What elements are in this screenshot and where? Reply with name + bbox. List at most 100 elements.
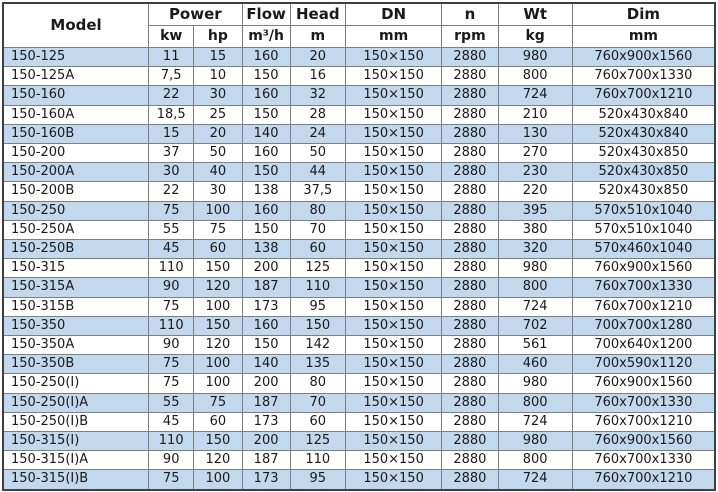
col-header-flow: Flow bbox=[241, 2, 291, 26]
cell-dim: 760x700x1330 bbox=[571, 277, 716, 298]
cell-dim: 760x700x1210 bbox=[571, 469, 716, 491]
cell-head: 32 bbox=[289, 85, 346, 106]
cell-model: 150-250A bbox=[2, 219, 150, 241]
cell-model: 150-250B bbox=[2, 239, 150, 260]
cell-dn: 150×150 bbox=[344, 354, 443, 375]
cell-kw: 55 bbox=[148, 392, 195, 413]
cell-dn: 150×150 bbox=[344, 411, 443, 433]
cell-rpm: 2880 bbox=[441, 219, 499, 241]
cell-dim: 520x430x850 bbox=[571, 162, 716, 183]
cell-kw: 90 bbox=[148, 450, 195, 471]
cell-rpm: 2880 bbox=[441, 296, 499, 317]
cell-kw: 110 bbox=[148, 258, 195, 279]
cell-rpm: 2880 bbox=[441, 450, 499, 471]
cell-dim: 760x700x1210 bbox=[571, 296, 716, 317]
cell-wt: 724 bbox=[497, 85, 573, 106]
cell-wt: 702 bbox=[497, 315, 573, 337]
cell-model: 150-315(I)A bbox=[2, 450, 150, 471]
cell-flow: 173 bbox=[241, 296, 291, 317]
cell-model: 150-350A bbox=[2, 335, 150, 356]
unit-head: m bbox=[289, 25, 346, 48]
table-row: 150-125 11 15 160 20 150×150 2880 980 760x900x15… bbox=[2, 46, 716, 68]
cell-flow: 150 bbox=[241, 162, 291, 183]
cell-model: 150-315B bbox=[2, 296, 150, 317]
cell-flow: 200 bbox=[241, 258, 291, 279]
cell-wt: 800 bbox=[497, 450, 573, 471]
cell-dim: 700x640x1200 bbox=[571, 335, 716, 356]
cell-dn: 150×150 bbox=[344, 431, 443, 452]
cell-dn: 150×150 bbox=[344, 104, 443, 125]
cell-wt: 380 bbox=[497, 219, 573, 241]
cell-dn: 150×150 bbox=[344, 392, 443, 413]
cell-hp: 150 bbox=[193, 431, 243, 452]
cell-wt: 561 bbox=[497, 335, 573, 356]
cell-model: 150-315(I) bbox=[2, 431, 150, 452]
cell-wt: 460 bbox=[497, 354, 573, 375]
cell-dn: 150×150 bbox=[344, 239, 443, 260]
cell-model: 150-200B bbox=[2, 181, 150, 202]
table-row: 150-200B 22 30 138 37,5 150×150 2880 220 520x430… bbox=[2, 181, 716, 202]
col-header-power: Power bbox=[148, 2, 243, 26]
table-row: 150-125A 7,5 10 150 16 150×150 2880 800 760x700x… bbox=[2, 66, 716, 87]
unit-kw: kw bbox=[148, 25, 195, 48]
cell-rpm: 2880 bbox=[441, 123, 499, 145]
cell-dim: 760x900x1560 bbox=[571, 258, 716, 279]
cell-flow: 187 bbox=[241, 450, 291, 471]
cell-head: 142 bbox=[289, 335, 346, 356]
cell-rpm: 2880 bbox=[441, 335, 499, 356]
table-row: 150-160 22 30 160 32 150×150 2880 724 760x700x12… bbox=[2, 85, 716, 106]
cell-hp: 60 bbox=[193, 239, 243, 260]
unit-flow: m³/h bbox=[241, 25, 291, 48]
cell-model: 150-160B bbox=[2, 123, 150, 145]
cell-kw: 110 bbox=[148, 431, 195, 452]
cell-flow: 140 bbox=[241, 123, 291, 145]
cell-flow: 150 bbox=[241, 66, 291, 87]
cell-model: 150-315(I)B bbox=[2, 469, 150, 491]
cell-hp: 150 bbox=[193, 315, 243, 337]
cell-kw: 22 bbox=[148, 181, 195, 202]
cell-model: 150-160 bbox=[2, 85, 150, 106]
cell-hp: 10 bbox=[193, 66, 243, 87]
cell-head: 16 bbox=[289, 66, 346, 87]
cell-head: 95 bbox=[289, 296, 346, 317]
table-row: 150-250B 45 60 138 60 150×150 2880 320 570x460x1… bbox=[2, 239, 716, 260]
cell-dn: 150×150 bbox=[344, 450, 443, 471]
col-header-dn: DN bbox=[344, 2, 443, 26]
cell-flow: 160 bbox=[241, 143, 291, 164]
cell-rpm: 2880 bbox=[441, 258, 499, 279]
cell-dn: 150×150 bbox=[344, 315, 443, 337]
cell-kw: 11 bbox=[148, 46, 195, 68]
cell-head: 95 bbox=[289, 469, 346, 491]
cell-flow: 173 bbox=[241, 469, 291, 491]
cell-dim: 760x700x1210 bbox=[571, 85, 716, 106]
table-row: 150-315(I)B 75 100 173 95 150×150 2880 724 760x7… bbox=[2, 469, 716, 491]
cell-dim: 520x430x840 bbox=[571, 123, 716, 145]
cell-hp: 100 bbox=[193, 200, 243, 221]
cell-hp: 100 bbox=[193, 296, 243, 317]
cell-kw: 55 bbox=[148, 219, 195, 241]
cell-dim: 760x900x1560 bbox=[571, 46, 716, 68]
cell-flow: 187 bbox=[241, 277, 291, 298]
cell-hp: 120 bbox=[193, 450, 243, 471]
cell-kw: 75 bbox=[148, 296, 195, 317]
cell-rpm: 2880 bbox=[441, 373, 499, 394]
cell-head: 135 bbox=[289, 354, 346, 375]
cell-kw: 18,5 bbox=[148, 104, 195, 125]
cell-head: 125 bbox=[289, 258, 346, 279]
cell-wt: 800 bbox=[497, 66, 573, 87]
cell-hp: 30 bbox=[193, 85, 243, 106]
table-row: 150-315 110 150 200 125 150×150 2880 980 760x900… bbox=[2, 258, 716, 279]
cell-dim: 700x700x1280 bbox=[571, 315, 716, 337]
cell-model: 150-350 bbox=[2, 315, 150, 337]
cell-head: 80 bbox=[289, 373, 346, 394]
cell-dim: 520x430x850 bbox=[571, 181, 716, 202]
cell-head: 110 bbox=[289, 450, 346, 471]
table-row: 150-250(I)A 55 75 187 70 150×150 2880 800 760x70… bbox=[2, 392, 716, 413]
table-row: 150-350A 90 120 150 142 150×150 2880 561 700x640… bbox=[2, 335, 716, 356]
cell-rpm: 2880 bbox=[441, 181, 499, 202]
cell-dn: 150×150 bbox=[344, 46, 443, 68]
cell-flow: 187 bbox=[241, 392, 291, 413]
table-row: 150-350 110 150 160 150 150×150 2880 702 700x700… bbox=[2, 315, 716, 337]
cell-wt: 395 bbox=[497, 200, 573, 221]
cell-dn: 150×150 bbox=[344, 258, 443, 279]
